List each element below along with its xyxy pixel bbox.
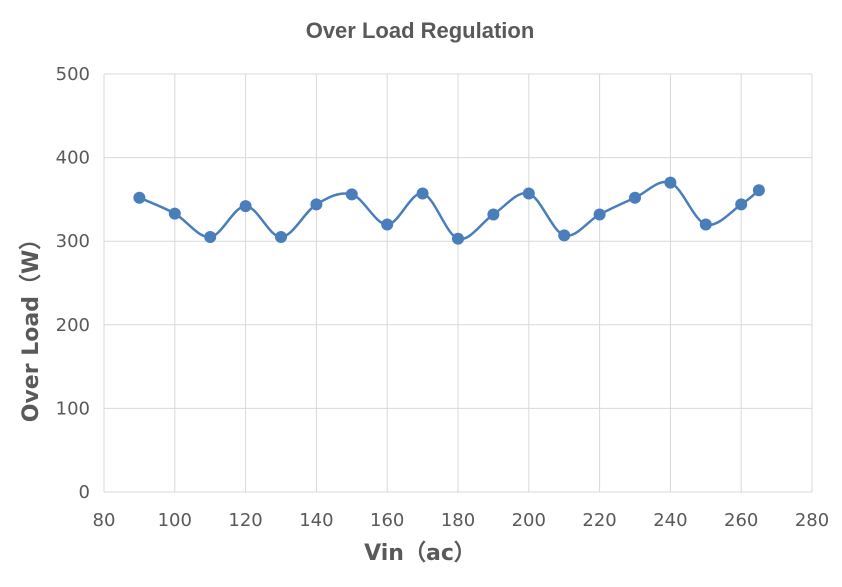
data-point: [345, 188, 358, 201]
data-point: [310, 198, 323, 211]
data-point: [752, 184, 765, 197]
data-point: [699, 218, 712, 231]
x-tick-label: 80: [93, 510, 116, 531]
data-point: [416, 187, 429, 200]
y-tick-label: 500: [56, 64, 90, 85]
x-tick-label: 100: [158, 510, 192, 531]
tick-labels: 80 100 120 140 160 180 200 220 240 260 280 0 100 200 3…: [56, 64, 830, 531]
x-axis-title: Vin（ac）: [364, 541, 476, 566]
data-point: [558, 229, 571, 242]
x-tick-label: 280: [795, 510, 829, 531]
y-axis-title: Over Load（W）: [19, 228, 44, 422]
data-point: [275, 231, 287, 244]
grid: [103, 73, 813, 493]
chart-title: Over Load Regulation: [306, 18, 535, 43]
y-tick-label: 300: [56, 231, 90, 252]
x-tick-label: 260: [724, 510, 758, 531]
data-point: [204, 231, 217, 244]
data-point: [381, 218, 394, 231]
x-tick-label: 140: [299, 510, 333, 531]
data-point: [629, 191, 641, 204]
x-tick-label: 220: [582, 510, 616, 531]
data-point: [452, 232, 464, 245]
y-tick-label: 0: [79, 482, 90, 503]
y-tick-label: 400: [56, 148, 90, 169]
x-tick-label: 120: [228, 510, 262, 531]
data-point: [487, 208, 500, 221]
data-point: [239, 200, 252, 213]
data-point: [593, 208, 606, 221]
x-tick-label: 160: [370, 510, 404, 531]
data-point: [664, 176, 677, 189]
data-points: [133, 176, 765, 245]
data-point: [522, 187, 535, 200]
y-tick-label: 100: [56, 398, 90, 419]
data-point: [133, 191, 146, 204]
x-tick-label: 240: [653, 510, 687, 531]
data-point: [735, 198, 748, 211]
y-tick-label: 200: [56, 315, 90, 336]
data-point: [168, 207, 181, 220]
x-tick-label: 200: [512, 510, 546, 531]
series-line: [138, 180, 760, 241]
x-tick-label: 180: [441, 510, 475, 531]
